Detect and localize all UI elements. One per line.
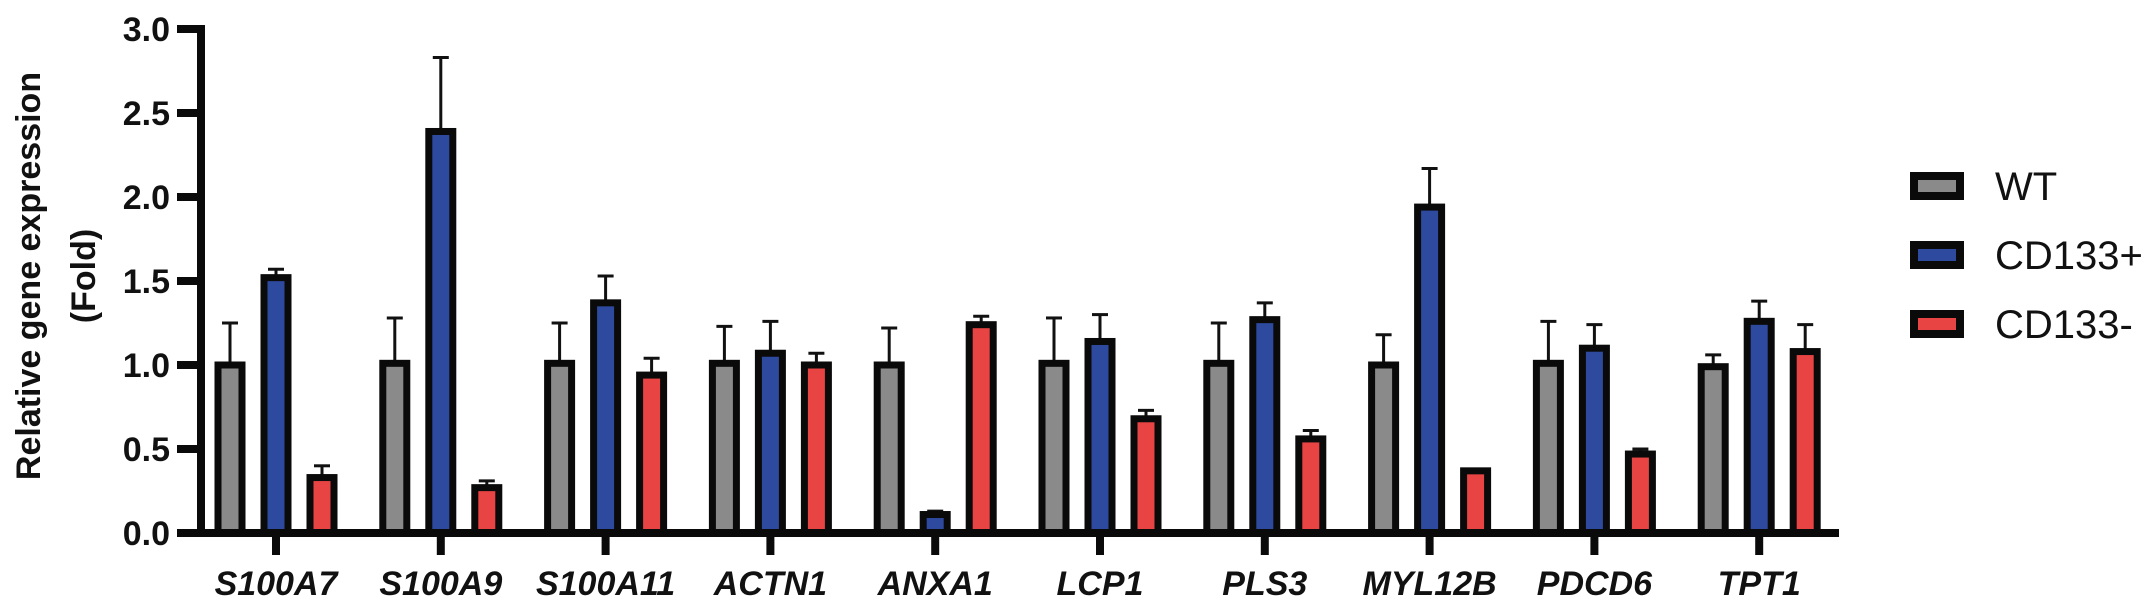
bar-group-LCP1-CD133- [1130, 408, 1162, 537]
legend-label: CD133- [1995, 303, 2133, 347]
bar [379, 359, 411, 537]
bar [1624, 450, 1656, 537]
bar-group-PDCD6-WT [1532, 319, 1564, 537]
y-tick-label: 1.5 [123, 263, 170, 301]
x-tick-label: ANXA1 [877, 565, 993, 603]
bar [306, 474, 338, 537]
bar-group-MYL12B-CD133- [1460, 467, 1492, 537]
bar-group-PDCD6-CD133- [1624, 447, 1656, 537]
y-axis-title-line2: (Fold) [65, 229, 103, 323]
y-tick-label: 2.5 [123, 95, 170, 133]
bar-group-S100A11-CD133- [636, 356, 668, 537]
y-tick-label: 1.0 [123, 347, 170, 385]
bar-group-S100A11-WT [544, 321, 576, 537]
legend-item-CD133-: CD133- [1910, 303, 2133, 347]
bar-group-TPT1-WT [1697, 353, 1729, 537]
bar-group-ACTN1-WT [708, 324, 740, 537]
bar [260, 274, 292, 537]
bar [1789, 348, 1821, 537]
bar [1295, 435, 1327, 537]
bar [1084, 337, 1116, 537]
bar [1578, 344, 1610, 537]
bar-group-LCP1-CD133+ [1084, 313, 1116, 537]
y-axis-title-line1: Relative gene expression [10, 72, 48, 480]
bar-group-S100A11-CD133+ [590, 274, 622, 537]
bar [1414, 203, 1446, 537]
bar [1203, 359, 1235, 537]
x-tick-label: S100A9 [379, 565, 502, 603]
bar-group-MYL12B-WT [1368, 333, 1400, 537]
bar [1743, 317, 1775, 537]
legend-item-CD133+: CD133+ [1910, 234, 2143, 278]
x-tick-label: ACTN1 [713, 565, 827, 603]
y-tick-label: 0.5 [123, 431, 170, 469]
bar-group-S100A7-CD133- [306, 464, 338, 537]
y-tick-label: 3.0 [123, 11, 170, 49]
legend-swatch [1910, 310, 1964, 338]
bar-group-PDCD6-CD133+ [1578, 323, 1610, 537]
bar [873, 361, 905, 537]
legend-item-WT: WT [1910, 165, 2057, 209]
bar-group-MYL12B-CD133+ [1414, 166, 1446, 537]
bar-group-ACTN1-CD133- [800, 351, 832, 537]
legend: WT CD133+ CD133- [1910, 165, 2143, 347]
bar-group-ANXA1-WT [873, 326, 905, 537]
legend-swatch [1910, 241, 1964, 269]
x-tick-label: LCP1 [1057, 565, 1144, 603]
bar [1130, 415, 1162, 537]
y-tick-label: 0.0 [123, 515, 170, 553]
bar-group-PLS3-CD133+ [1249, 301, 1281, 537]
bar [544, 359, 576, 537]
bars-layer [214, 56, 1821, 537]
x-tick-label: PDCD6 [1537, 565, 1653, 603]
bar [800, 361, 832, 537]
x-tick-label: PLS3 [1222, 565, 1307, 603]
bar [214, 361, 246, 537]
bar-group-TPT1-CD133+ [1743, 299, 1775, 537]
legend-label: CD133+ [1995, 234, 2143, 278]
bar-group-S100A9-CD133- [471, 479, 503, 537]
bar [425, 127, 457, 537]
bar [1697, 363, 1729, 537]
x-tick-label: TPT1 [1718, 565, 1801, 603]
bar [1532, 359, 1564, 537]
bar [1368, 361, 1400, 537]
bar-group-S100A9-CD133+ [425, 56, 457, 537]
bar-group-ANXA1-CD133- [965, 314, 997, 537]
x-tick-label: S100A11 [536, 565, 675, 603]
bar [965, 321, 997, 537]
bar [1038, 359, 1070, 537]
bar [590, 299, 622, 537]
bar-group-S100A9-WT [379, 316, 411, 537]
bar [636, 371, 668, 537]
axes-layer: S100A7 S100A9 S100A11 ACTN1 ANXA1 LCP1 PLS3 MYL… [123, 11, 1839, 603]
y-axis-title: Relative gene expression (Fold) [10, 72, 103, 480]
bar [754, 349, 786, 537]
bar-group-S100A7-WT [214, 321, 246, 537]
legend-label: WT [1995, 165, 2057, 209]
y-tick-label: 2.0 [123, 179, 170, 217]
x-tick-label: MYL12B [1363, 565, 1497, 603]
bar [1249, 316, 1281, 537]
bar-group-ACTN1-CD133+ [754, 319, 786, 537]
bar-group-S100A7-CD133+ [260, 267, 292, 537]
bar-group-LCP1-WT [1038, 316, 1070, 537]
bar-group-PLS3-CD133- [1295, 429, 1327, 537]
bar [1460, 467, 1492, 537]
bar-group-TPT1-CD133- [1789, 323, 1821, 537]
legend-swatch [1910, 172, 1964, 200]
bar [471, 484, 503, 537]
bar-group-PLS3-WT [1203, 321, 1235, 537]
x-tick-label: S100A7 [215, 565, 340, 603]
bar [708, 359, 740, 537]
